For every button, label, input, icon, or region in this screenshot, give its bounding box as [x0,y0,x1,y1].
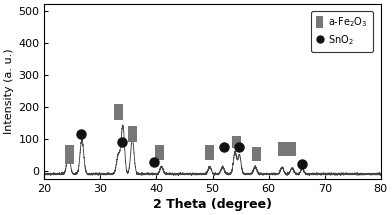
Bar [114,103,123,120]
Bar [65,145,74,164]
Y-axis label: Intensity (a. u.): Intensity (a. u.) [4,49,14,134]
Bar [252,147,261,161]
Bar [155,145,164,160]
X-axis label: 2 Theta (degree): 2 Theta (degree) [153,198,272,211]
Bar [128,126,137,142]
Bar [205,145,214,160]
Bar [232,135,241,148]
Legend: a-Fe$_2$O$_3$, SnO$_2$: a-Fe$_2$O$_3$, SnO$_2$ [311,11,372,52]
Bar [278,142,287,156]
Bar [287,142,296,156]
